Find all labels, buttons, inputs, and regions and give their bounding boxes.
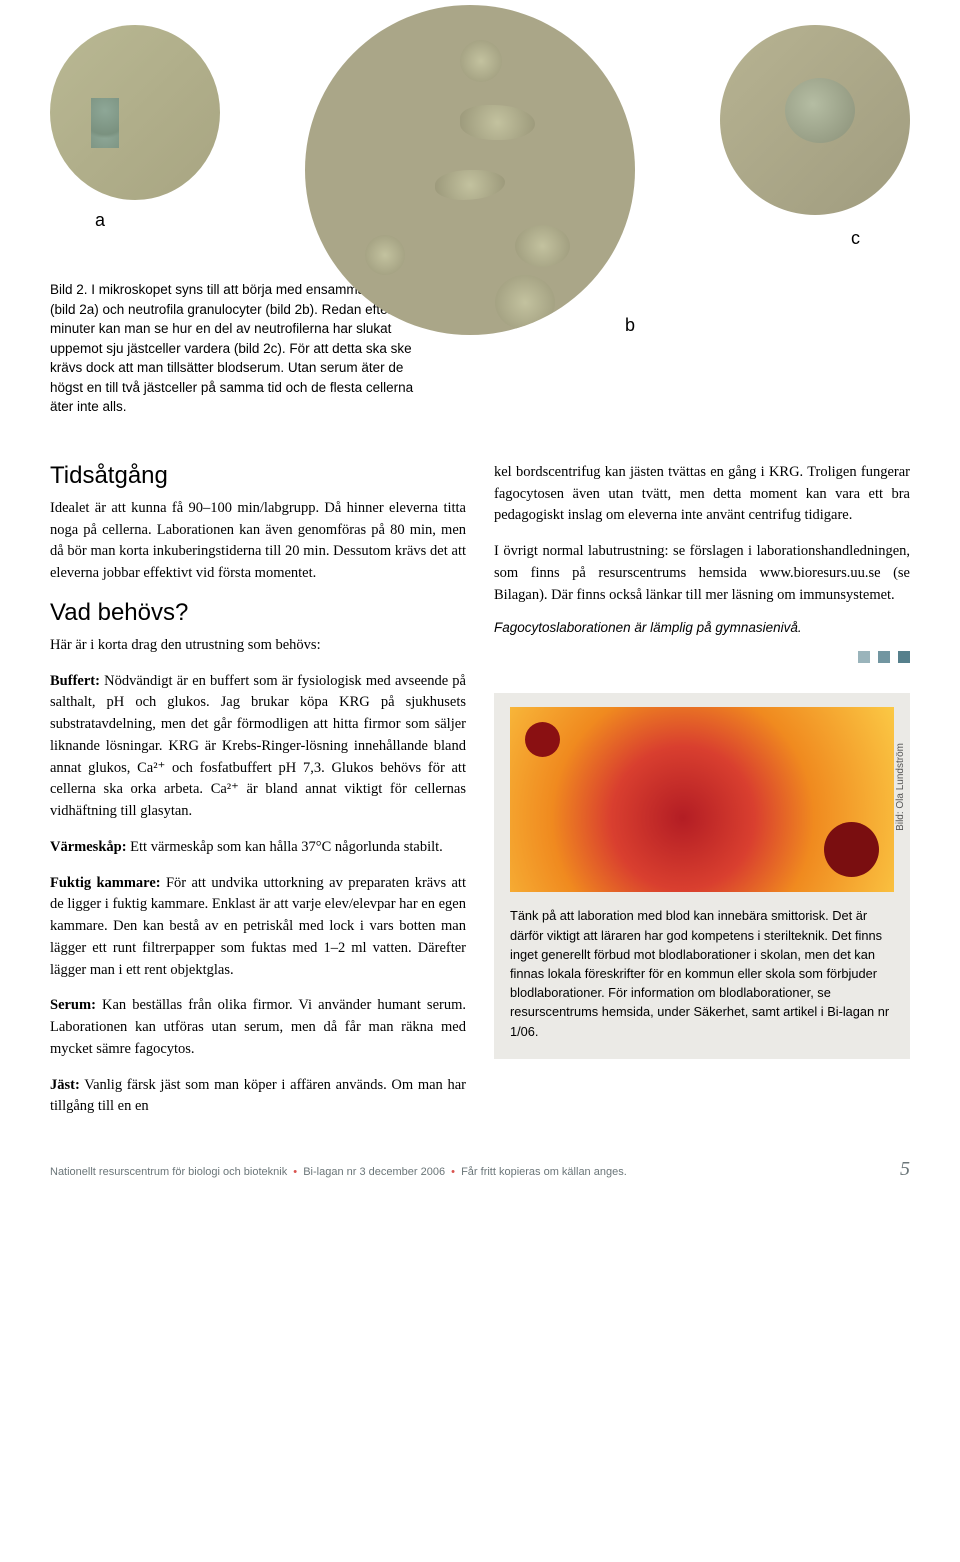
jast-label: Jäst: (50, 1077, 80, 1093)
yeast-cell-pair (91, 98, 119, 148)
image-label-c: c (851, 228, 860, 249)
end-squares (494, 650, 910, 668)
varmeskap-paragraph: Värmeskåp: Ett värmeskåp som kan hålla 3… (50, 837, 466, 859)
serum-body: Kan beställas från olika firmor. Vi anvä… (50, 997, 466, 1057)
page-footer: Nationellt resurscentrum för biologi och… (50, 1158, 910, 1181)
square-2 (878, 651, 890, 663)
jast-body-1: Vanlig färsk jäst som man köper i affäre… (50, 1077, 466, 1115)
tidsatgang-body: Idealet är att kunna få 90–100 min/labgr… (50, 498, 466, 585)
serum-paragraph: Serum: Kan beställas från olika firmor. … (50, 995, 466, 1060)
heading-tidsatgang: Tidsåtgång (50, 462, 466, 490)
footer-dot-1: • (293, 1166, 297, 1178)
image-label-b: b (625, 315, 635, 336)
jast-paragraph-end: kel bordscentrifug kan jästen tvättas en… (494, 462, 910, 527)
footer-issue: Bi-lagan nr 3 december 2006 (303, 1166, 445, 1178)
varmeskap-label: Värmeskåp: (50, 839, 127, 855)
varmeskap-body: Ett värmeskåp som kan hålla 37°C någorlu… (127, 839, 443, 855)
cell-cluster (785, 78, 855, 143)
microscope-image-row: a b c (50, 20, 910, 350)
fuktig-paragraph: Fuktig kammare: För att undvika uttorkni… (50, 873, 466, 982)
fuktig-label: Fuktig kammare: (50, 875, 161, 891)
heading-vad-behovs: Vad behövs? (50, 599, 466, 627)
footer-text: Nationellt resurscentrum för biologi och… (50, 1166, 627, 1178)
left-column: Tidsåtgång Idealet är att kunna få 90–10… (50, 462, 466, 1118)
blood-box-text: Tänk på att laboration med blod kan inne… (510, 906, 894, 1040)
serum-label: Serum: (50, 997, 96, 1013)
image-credit: Bild: Ola Lundström (895, 743, 906, 831)
jast-paragraph-start: Jäst: Vanlig färsk jäst som man köper i … (50, 1075, 466, 1119)
right-column: kel bordscentrifug kan jästen tvättas en… (494, 462, 910, 1118)
buffert-body: Nödvändigt är en buffert som är fysiolog… (50, 673, 466, 820)
microscope-image-c (720, 25, 910, 215)
page-number: 5 (900, 1158, 910, 1181)
footer-license: Får fritt kopieras om källan anges. (461, 1166, 627, 1178)
footer-dot-2: • (451, 1166, 455, 1178)
ovrigt-paragraph: I övrigt normal labutrustning: se försla… (494, 541, 910, 606)
square-3 (898, 651, 910, 663)
square-1 (858, 651, 870, 663)
microscope-image-b (305, 5, 635, 335)
level-note: Fagocytoslaborationen är lämplig på gymn… (494, 620, 910, 635)
buffert-paragraph: Buffert: Nödvändigt är en buffert som är… (50, 671, 466, 823)
buffert-label: Buffert: (50, 673, 100, 689)
image-label-a: a (95, 210, 105, 231)
vad-intro: Här är i korta drag den utrustning som b… (50, 635, 466, 657)
blood-info-box: Bild: Ola Lundström Tänk på att laborati… (494, 693, 910, 1058)
footer-org: Nationellt resurscentrum för biologi och… (50, 1166, 287, 1178)
blood-cells-image (510, 707, 894, 892)
microscope-image-a (50, 25, 220, 200)
